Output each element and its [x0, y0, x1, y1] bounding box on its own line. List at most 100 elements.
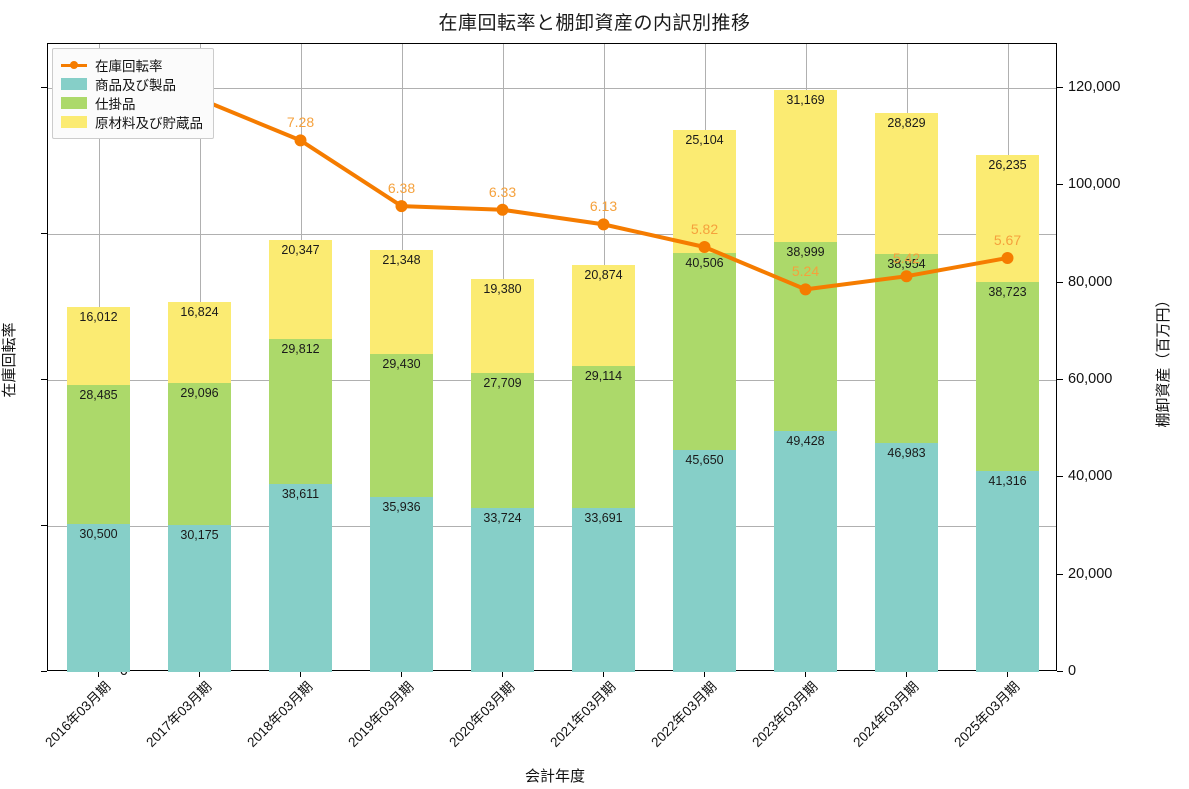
y-left-tick-mark [41, 671, 47, 672]
bar-segment[interactable]: 40,506 [673, 252, 736, 450]
bar-segment[interactable]: 46,983 [875, 443, 938, 672]
x-tick-mark [905, 671, 907, 677]
bar-segment-value-label: 19,380 [483, 281, 522, 296]
x-tick-mark [97, 671, 99, 677]
bar-segment[interactable]: 20,874 [572, 264, 635, 367]
x-tick-label: 2022年03月期 [647, 678, 719, 750]
y-right-tick-mark [1057, 671, 1063, 672]
bar-segment[interactable]: 45,650 [673, 449, 736, 672]
gridline-horizontal [48, 87, 1056, 89]
bar-segment[interactable]: 38,954 [875, 253, 938, 444]
legend-item[interactable]: 在庫回転率 [61, 55, 203, 74]
line-point-value-label: 6.33 [488, 183, 517, 200]
x-axis-title: 会計年度 [524, 768, 585, 785]
legend-item-label: 商品及び製品 [95, 77, 176, 93]
bar-segment-value-label: 28,829 [887, 116, 926, 131]
x-tick-label: 2018年03月期 [243, 678, 315, 750]
y-right-axis-title: 棚卸資産（百万円） [1155, 292, 1172, 428]
bar-segment-value-label: 33,691 [584, 510, 623, 525]
line-marker[interactable] [597, 218, 610, 231]
line-point-value-label: 6.38 [387, 180, 416, 197]
line-marker[interactable] [1001, 251, 1014, 264]
bar-segment-value-label: 29,812 [281, 341, 320, 356]
gridline-horizontal [48, 379, 1056, 381]
x-tick-mark [1006, 671, 1008, 677]
bar-segment-value-label: 29,096 [180, 386, 219, 401]
y-left-tick-mark [41, 524, 47, 526]
bar-segment-value-label: 26,235 [988, 157, 1027, 172]
line-marker[interactable] [900, 270, 913, 283]
bar-segment[interactable]: 27,709 [471, 372, 534, 508]
line-point-value-label: 5.82 [690, 221, 719, 237]
line-point-value-label: 6.13 [589, 198, 618, 215]
bar-segment[interactable]: 28,829 [875, 113, 938, 254]
bar-segment[interactable]: 28,485 [67, 384, 130, 524]
bar-segment-value-label: 16,824 [180, 304, 219, 319]
bar-segment[interactable]: 29,430 [370, 353, 433, 498]
bar-segment-value-label: 20,347 [281, 242, 320, 257]
x-tick-label: 2019年03月期 [344, 678, 416, 750]
bar-segment-value-label: 30,500 [79, 526, 118, 541]
y-right-tick-mark [1057, 476, 1063, 478]
bar-segment-value-label: 31,169 [786, 92, 825, 107]
x-tick-label: 2025年03月期 [950, 678, 1022, 750]
legend-item-label: 仕掛品 [95, 96, 136, 112]
bar-segment[interactable]: 33,724 [471, 507, 534, 672]
line-marker[interactable] [799, 283, 812, 296]
bar-segment[interactable]: 38,723 [976, 282, 1039, 471]
bar-segment-value-label: 28,485 [79, 387, 118, 402]
bar-segment[interactable]: 49,428 [774, 431, 837, 672]
bar-segment-value-label: 40,506 [685, 255, 724, 270]
bar-segment[interactable]: 33,691 [572, 507, 635, 672]
bar-segment[interactable]: 21,348 [370, 249, 433, 354]
y-left-tick-mark [41, 232, 47, 234]
y-right-tick-mark [1057, 573, 1063, 575]
legend-item[interactable]: 原材料及び貯蔵品 [61, 112, 203, 131]
y-left-axis-title: 在庫回転率 [1, 322, 18, 398]
bar-segment-value-label: 33,724 [483, 510, 522, 525]
line-marker[interactable] [496, 203, 509, 216]
bar-segment[interactable]: 31,169 [774, 89, 837, 242]
bar-segment-value-label: 38,611 [281, 487, 320, 502]
legend[interactable]: 在庫回転率商品及び製品 仕掛品原材料及び貯蔵品 [52, 48, 214, 139]
bar-segment[interactable]: 29,114 [572, 366, 635, 508]
legend-item[interactable]: 仕掛品 [61, 93, 203, 112]
bar-segment[interactable]: 38,999 [774, 241, 837, 432]
bar-segment-value-label: 38,723 [988, 285, 1027, 300]
bar-segment[interactable]: 30,175 [168, 525, 231, 672]
legend-color-swatch-icon [61, 115, 87, 128]
bar-segment[interactable]: 29,096 [168, 383, 231, 526]
legend-item-label: 原材料及び貯蔵品 [95, 115, 203, 131]
bar-segment-value-label: 46,983 [887, 446, 926, 461]
bar-segment-value-label: 38,954 [887, 256, 926, 271]
inventory-turnover-line [96, 90, 1010, 292]
line-marker[interactable] [698, 241, 711, 254]
y-right-tick-mark [1057, 378, 1063, 380]
bar-segment-value-label: 49,428 [786, 434, 825, 449]
legend-item-label: 在庫回転率 [95, 58, 163, 74]
bar-segment[interactable]: 16,824 [168, 301, 231, 384]
bar-segment[interactable]: 38,611 [269, 484, 332, 672]
gridline-horizontal [48, 525, 1056, 527]
y-right-tick-mark [1057, 281, 1063, 283]
chart-title: 在庫回転率と棚卸資産の内訳別推移 [438, 13, 751, 34]
line-marker[interactable] [395, 200, 408, 213]
legend-line-marker-icon [61, 59, 87, 71]
bar-segment[interactable]: 30,500 [67, 523, 130, 672]
x-tick-mark [501, 671, 503, 677]
gridline-horizontal [48, 233, 1056, 235]
bar-segment[interactable]: 20,347 [269, 239, 332, 339]
bar-segment[interactable]: 16,012 [67, 306, 130, 385]
bar-segment[interactable]: 25,104 [673, 130, 736, 253]
bar-segment[interactable]: 41,316 [976, 470, 1039, 672]
x-tick-mark [299, 671, 301, 677]
bar-segment[interactable]: 19,380 [471, 278, 534, 373]
bar-segment[interactable]: 29,812 [269, 338, 332, 485]
x-tick-label: 2023年03月期 [748, 678, 820, 750]
legend-item[interactable]: 商品及び製品 [61, 74, 203, 93]
bar-segment[interactable]: 35,936 [370, 497, 433, 672]
y-right-tick-label: 80,000 [1068, 273, 1113, 290]
line-marker[interactable] [294, 134, 307, 147]
bar-segment-value-label: 38,999 [786, 244, 825, 259]
x-tick-mark [602, 671, 604, 677]
